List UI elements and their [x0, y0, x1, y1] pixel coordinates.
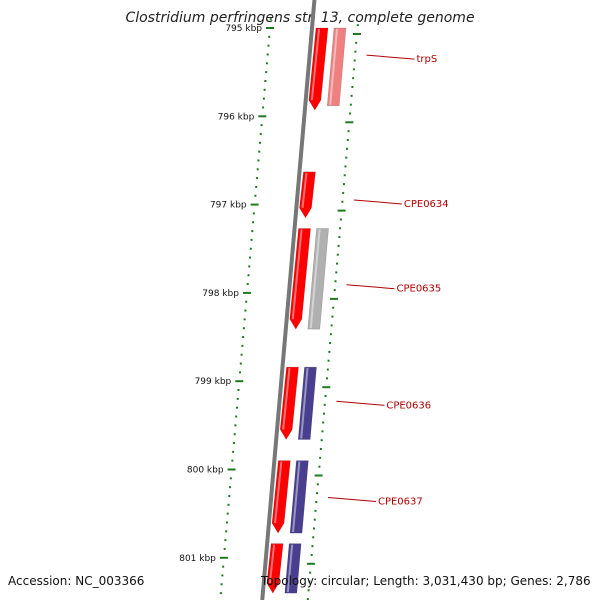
- backbone-layer: [260, 0, 317, 600]
- gene-label: CPE0635: [396, 284, 441, 295]
- reverse-gene: [307, 228, 329, 330]
- gene-label-leader: [366, 54, 415, 60]
- reverse-gene-highlight: [286, 544, 294, 593]
- backbone-line: [260, 0, 317, 600]
- gene-label: CPE0637: [378, 497, 423, 508]
- gene-label-leader: [336, 400, 385, 406]
- topology-text: Topology: circular; Length: 3,031,430 bp…: [261, 574, 591, 588]
- forward-gene-highlight: [274, 461, 283, 524]
- kbp-tick-label: 795 kbp: [225, 24, 262, 34]
- reverse-gene-highlight: [300, 367, 309, 439]
- forward-gene: [266, 543, 284, 594]
- forward-gene-highlight: [268, 544, 276, 584]
- forward-gene-highlight: [291, 229, 303, 320]
- reverse-gene-highlight: [292, 461, 301, 533]
- kbp-tick-label: 800 kbp: [187, 466, 224, 476]
- tick-layer: 795 kbp 796 kbp 797 kbp 798 kbp 799 kbp 800 k…: [179, 18, 361, 600]
- gene-label-leader: [346, 284, 395, 290]
- reverse-gene: [284, 543, 302, 594]
- reverse-gene-highlight: [329, 28, 338, 105]
- forward-gene: [279, 366, 299, 440]
- kbp-tick-label: 796 kbp: [218, 112, 255, 122]
- gene-label: CPE0636: [386, 400, 431, 411]
- gene-label-leader: [353, 199, 402, 205]
- gene-layer: [266, 27, 347, 594]
- accession-text: Accession: NC_003366: [8, 574, 145, 588]
- kbp-tick-label: 799 kbp: [195, 377, 232, 387]
- gene-label: trpS: [416, 54, 437, 65]
- forward-gene: [289, 228, 311, 330]
- forward-gene: [271, 460, 291, 534]
- forward-gene-highlight: [282, 367, 291, 430]
- reverse-gene-highlight: [309, 229, 321, 329]
- kbp-tick-label: 798 kbp: [202, 289, 239, 299]
- forward-gene: [308, 27, 329, 111]
- kbp-tick-label: 797 kbp: [210, 201, 247, 211]
- reverse-gene: [297, 366, 317, 440]
- kbp-tick-label: 801 kbp: [179, 554, 216, 564]
- gene-label-leader: [327, 497, 377, 503]
- forward-gene: [299, 171, 316, 219]
- forward-gene-highlight: [310, 28, 320, 101]
- reverse-gene: [326, 27, 347, 106]
- label-layer: trpS CPE0634 CPE0635 CPE0636 CPE0637: [327, 54, 449, 508]
- forward-gene-highlight: [301, 172, 308, 208]
- gene-label: CPE0634: [404, 199, 449, 210]
- genome-title: Clostridium perfringens str. 13, complet…: [125, 10, 475, 26]
- reverse-gene: [289, 460, 309, 534]
